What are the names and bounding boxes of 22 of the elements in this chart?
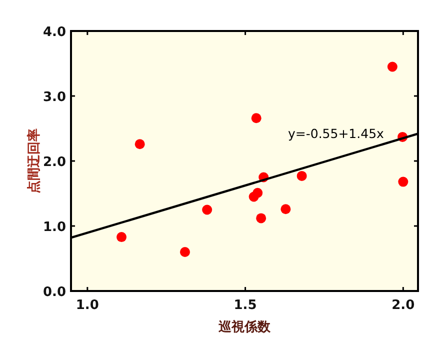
x-tick-label: 2.0 <box>392 298 415 313</box>
y-axis-title: 点間迂回率 <box>26 128 42 194</box>
point <box>252 188 263 198</box>
point <box>398 176 408 187</box>
y-tick-label: 0.0 <box>42 285 66 300</box>
point <box>256 213 266 224</box>
y-tick-label: 1.0 <box>42 220 66 235</box>
x-tick-label: 1.0 <box>76 298 99 313</box>
point <box>202 204 212 215</box>
annotation: y=-0.55+1.45x <box>288 126 384 141</box>
x-tick-label: 1.5 <box>234 298 257 313</box>
y-tick-label: 3.0 <box>42 90 66 105</box>
point <box>116 232 127 242</box>
point <box>387 62 398 72</box>
y-tick-label: 4.0 <box>42 25 66 40</box>
point <box>280 204 291 214</box>
point <box>134 139 145 150</box>
y-tick-label: 2.0 <box>42 155 66 170</box>
point <box>296 170 307 181</box>
point <box>180 247 190 257</box>
point <box>251 113 262 124</box>
x-axis-title: 巡視係数 <box>218 319 272 335</box>
